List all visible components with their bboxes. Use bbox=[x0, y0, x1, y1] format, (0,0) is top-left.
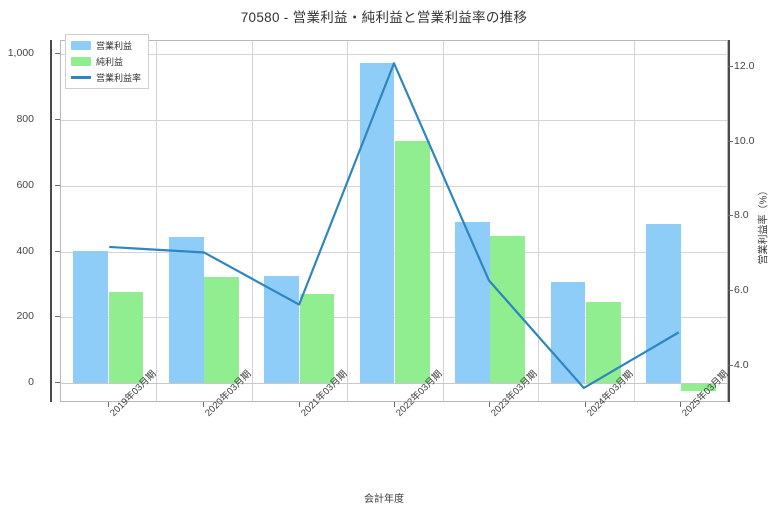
bar-net-profit bbox=[204, 277, 239, 384]
y-axis-tick-label: 1,000 bbox=[7, 47, 34, 60]
legend-label-operating-margin: 営業利益率 bbox=[96, 73, 142, 83]
y-axis-tick-label: 600 bbox=[16, 178, 34, 191]
bar-net-profit bbox=[108, 292, 144, 384]
legend-swatch-operating-profit bbox=[71, 41, 91, 50]
right-axis-spine bbox=[728, 40, 730, 402]
y2-axis-tick-label: 10.0 bbox=[734, 134, 755, 147]
y-axis-tick-label: 0 bbox=[28, 376, 34, 389]
left-axis-title: 金額（百万円） bbox=[0, 166, 2, 236]
y2-axis-tick-label: 8.0 bbox=[734, 209, 749, 222]
x-axis-tick-mark bbox=[680, 402, 682, 407]
gridline-horizontal bbox=[61, 54, 727, 56]
left-axis-spine bbox=[50, 40, 52, 402]
y-axis-tick-label: 200 bbox=[16, 310, 34, 323]
y2-axis-tick-mark bbox=[728, 66, 733, 68]
bar-operating-profit bbox=[168, 236, 204, 384]
x-axis-tick-mark bbox=[584, 402, 586, 407]
x-axis-tick-label: 2023年03月期 bbox=[487, 369, 540, 419]
y2-axis-tick-label: 4.0 bbox=[734, 358, 749, 371]
y2-axis-tick-mark bbox=[728, 140, 733, 142]
legend-item-operating-profit: 営業利益 bbox=[71, 39, 141, 52]
y-axis-tick-label: 400 bbox=[16, 244, 34, 257]
legend-swatch-operating-margin bbox=[71, 76, 91, 79]
chart-title: 70580 - 営業利益・純利益と営業利益率の推移 bbox=[240, 10, 528, 25]
gridline-vertical bbox=[347, 41, 349, 401]
y-axis-tick-mark bbox=[55, 316, 60, 318]
bar-operating-profit bbox=[455, 222, 490, 384]
x-axis-tick-label: 2024年03月期 bbox=[583, 369, 635, 419]
x-axis-tick-mark bbox=[298, 402, 300, 407]
legend-label-operating-profit: 営業利益 bbox=[96, 41, 133, 51]
plot-area bbox=[60, 40, 728, 402]
x-axis-tick-label: 2020年03月期 bbox=[201, 369, 253, 419]
x-axis-tick-mark bbox=[107, 402, 109, 407]
operating-margin-line-layer bbox=[109, 62, 680, 390]
y-axis-tick-mark bbox=[55, 184, 60, 186]
y2-axis-tick-label: 6.0 bbox=[734, 284, 749, 296]
y2-axis-tick-label: 12.0 bbox=[734, 60, 755, 73]
y2-axis-tick-mark bbox=[728, 290, 733, 291]
y-axis-tick-mark bbox=[55, 250, 60, 252]
x-axis-tick-mark bbox=[203, 402, 205, 407]
x-axis-tick-label: 2025年03月期 bbox=[678, 369, 730, 419]
y-axis-tick-mark bbox=[55, 119, 60, 120]
operating-margin-line bbox=[109, 62, 680, 390]
y-axis-tick-mark bbox=[55, 382, 60, 384]
bar-net-profit bbox=[395, 141, 430, 384]
right-axis-title: 営業利益率（%） bbox=[758, 185, 768, 265]
chart-legend: 営業利益 純利益 営業利益率 bbox=[65, 34, 150, 89]
legend-item-operating-margin: 営業利益率 bbox=[71, 71, 141, 84]
gridline-vertical bbox=[156, 41, 158, 401]
y2-axis-tick-mark bbox=[728, 215, 733, 217]
x-axis-title: 会計年度 bbox=[364, 494, 404, 505]
bars-layer bbox=[61, 41, 727, 401]
bar-operating-profit bbox=[550, 281, 586, 384]
y2-axis-tick-mark bbox=[728, 364, 733, 366]
bar-operating-profit bbox=[264, 275, 300, 384]
bar-net-profit bbox=[490, 235, 526, 384]
legend-item-net-profit: 純利益 bbox=[71, 55, 141, 68]
bar-operating-profit bbox=[73, 250, 109, 384]
x-axis-tick-mark bbox=[394, 402, 395, 407]
gridline-vertical bbox=[538, 41, 540, 401]
zero-baseline bbox=[61, 383, 727, 385]
x-axis-tick-label: 2021年03月期 bbox=[297, 369, 349, 419]
legend-label-net-profit: 純利益 bbox=[96, 57, 124, 67]
y-axis-tick-label: 800 bbox=[16, 113, 34, 125]
gridline-vertical bbox=[442, 41, 444, 401]
x-axis-tick-label: 2019年03月期 bbox=[106, 369, 158, 419]
gridline-vertical bbox=[251, 41, 253, 401]
x-axis-tick-mark bbox=[489, 402, 491, 407]
legend-swatch-net-profit bbox=[71, 57, 91, 66]
y-axis-tick-mark bbox=[55, 53, 60, 55]
gridline-vertical bbox=[633, 41, 635, 401]
bar-net-profit bbox=[299, 294, 335, 384]
bar-net-profit bbox=[681, 383, 717, 392]
bar-operating-profit bbox=[359, 63, 395, 384]
x-axis-tick-label: 2022年03月期 bbox=[392, 369, 444, 419]
bar-operating-profit bbox=[646, 224, 681, 384]
